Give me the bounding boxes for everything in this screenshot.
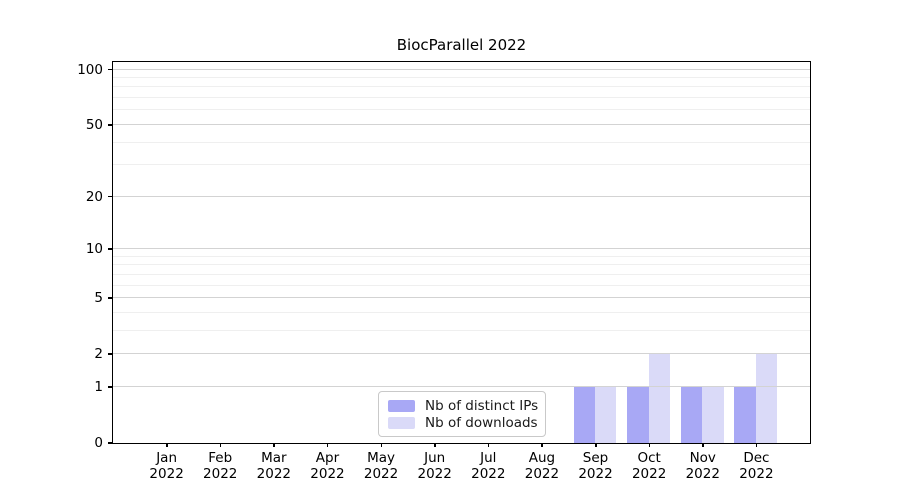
grid-layer [112,62,810,443]
major-gridline [112,248,810,249]
minor-gridline [112,97,810,99]
x-tick-mark [273,443,275,447]
chart-title: BiocParallel 2022 [396,36,527,54]
minor-gridline [112,311,810,313]
y-tick-mark [107,124,113,126]
x-tick-label: Sep 2022 [578,450,613,482]
x-tick-label: Jan 2022 [149,450,184,482]
x-tick-mark [380,443,383,447]
x-tick-mark [541,443,543,447]
y-tick-label: 0 [94,435,103,451]
major-gridline [112,297,810,299]
x-tick-mark [166,443,168,447]
x-tick-label: Dec 2022 [739,450,774,482]
y-tick-label: 1 [94,378,103,395]
plot-area [111,60,811,444]
bar-distinct-ips [680,386,703,443]
major-gridline [112,68,810,70]
minor-gridline [112,273,810,275]
bar-downloads [648,353,671,443]
legend-swatch [388,416,415,429]
x-tick-label: Jun 2022 [417,450,452,482]
legend-item: Nb of downloads [388,414,538,431]
bar-distinct-ips [734,386,756,443]
minor-gridline [112,86,810,88]
y-tick-mark [107,297,113,299]
minor-gridline [112,284,810,286]
minor-gridline [112,141,810,143]
x-tick-mark [326,443,329,447]
major-gridline [112,353,810,355]
major-gridline [112,123,810,125]
minor-gridline [112,255,810,257]
legend-swatch [388,399,415,412]
x-tick-mark [702,443,704,447]
bar-distinct-ips [627,386,649,443]
y-tick-label: 10 [85,241,103,257]
x-tick-label: Aug 2022 [524,450,560,482]
x-tick-label: Feb 2022 [203,450,238,482]
y-tick-mark [107,353,113,355]
y-tick-label: 50 [85,116,103,133]
legend-label: Nb of downloads [425,414,538,431]
x-tick-label: Oct 2022 [631,450,667,482]
y-tick-mark [107,248,113,250]
y-tick-label: 20 [85,188,103,205]
y-tick-label: 5 [94,290,103,307]
y-tick-mark [107,68,113,71]
major-gridline [112,385,810,387]
x-tick-mark [755,443,758,447]
x-tick-label: Apr 2022 [310,450,345,482]
x-tick-mark [219,443,222,447]
bars-layer [113,62,810,443]
minor-gridline [112,77,810,79]
y-tick-mark [107,195,113,198]
y-tick-mark [107,386,113,388]
y-tick-label: 100 [77,61,103,78]
minor-gridline [112,164,810,166]
x-tick-mark [595,443,597,447]
bar-downloads [702,386,724,443]
x-tick-mark [434,443,436,447]
x-tick-mark [648,443,651,447]
x-tick-label: Mar 2022 [256,450,292,482]
major-gridline [112,195,810,197]
legend-label: Nb of distinct IPs [425,397,539,414]
minor-gridline [112,329,810,331]
bar-downloads [755,353,778,443]
minor-gridline [112,109,810,111]
bar-downloads [595,386,617,443]
x-tick-label: May 2022 [363,450,399,482]
x-tick-mark [487,443,490,447]
legend: Nb of distinct IPs Nb of downloads [378,391,546,437]
x-tick-label: Jul 2022 [471,450,506,482]
y-tick-label: 2 [94,346,103,363]
legend-item: Nb of distinct IPs [388,397,539,414]
y-tick-mark [107,442,113,444]
minor-gridline [112,264,810,266]
bar-distinct-ips [573,386,596,443]
x-tick-label: Nov 2022 [685,450,720,482]
